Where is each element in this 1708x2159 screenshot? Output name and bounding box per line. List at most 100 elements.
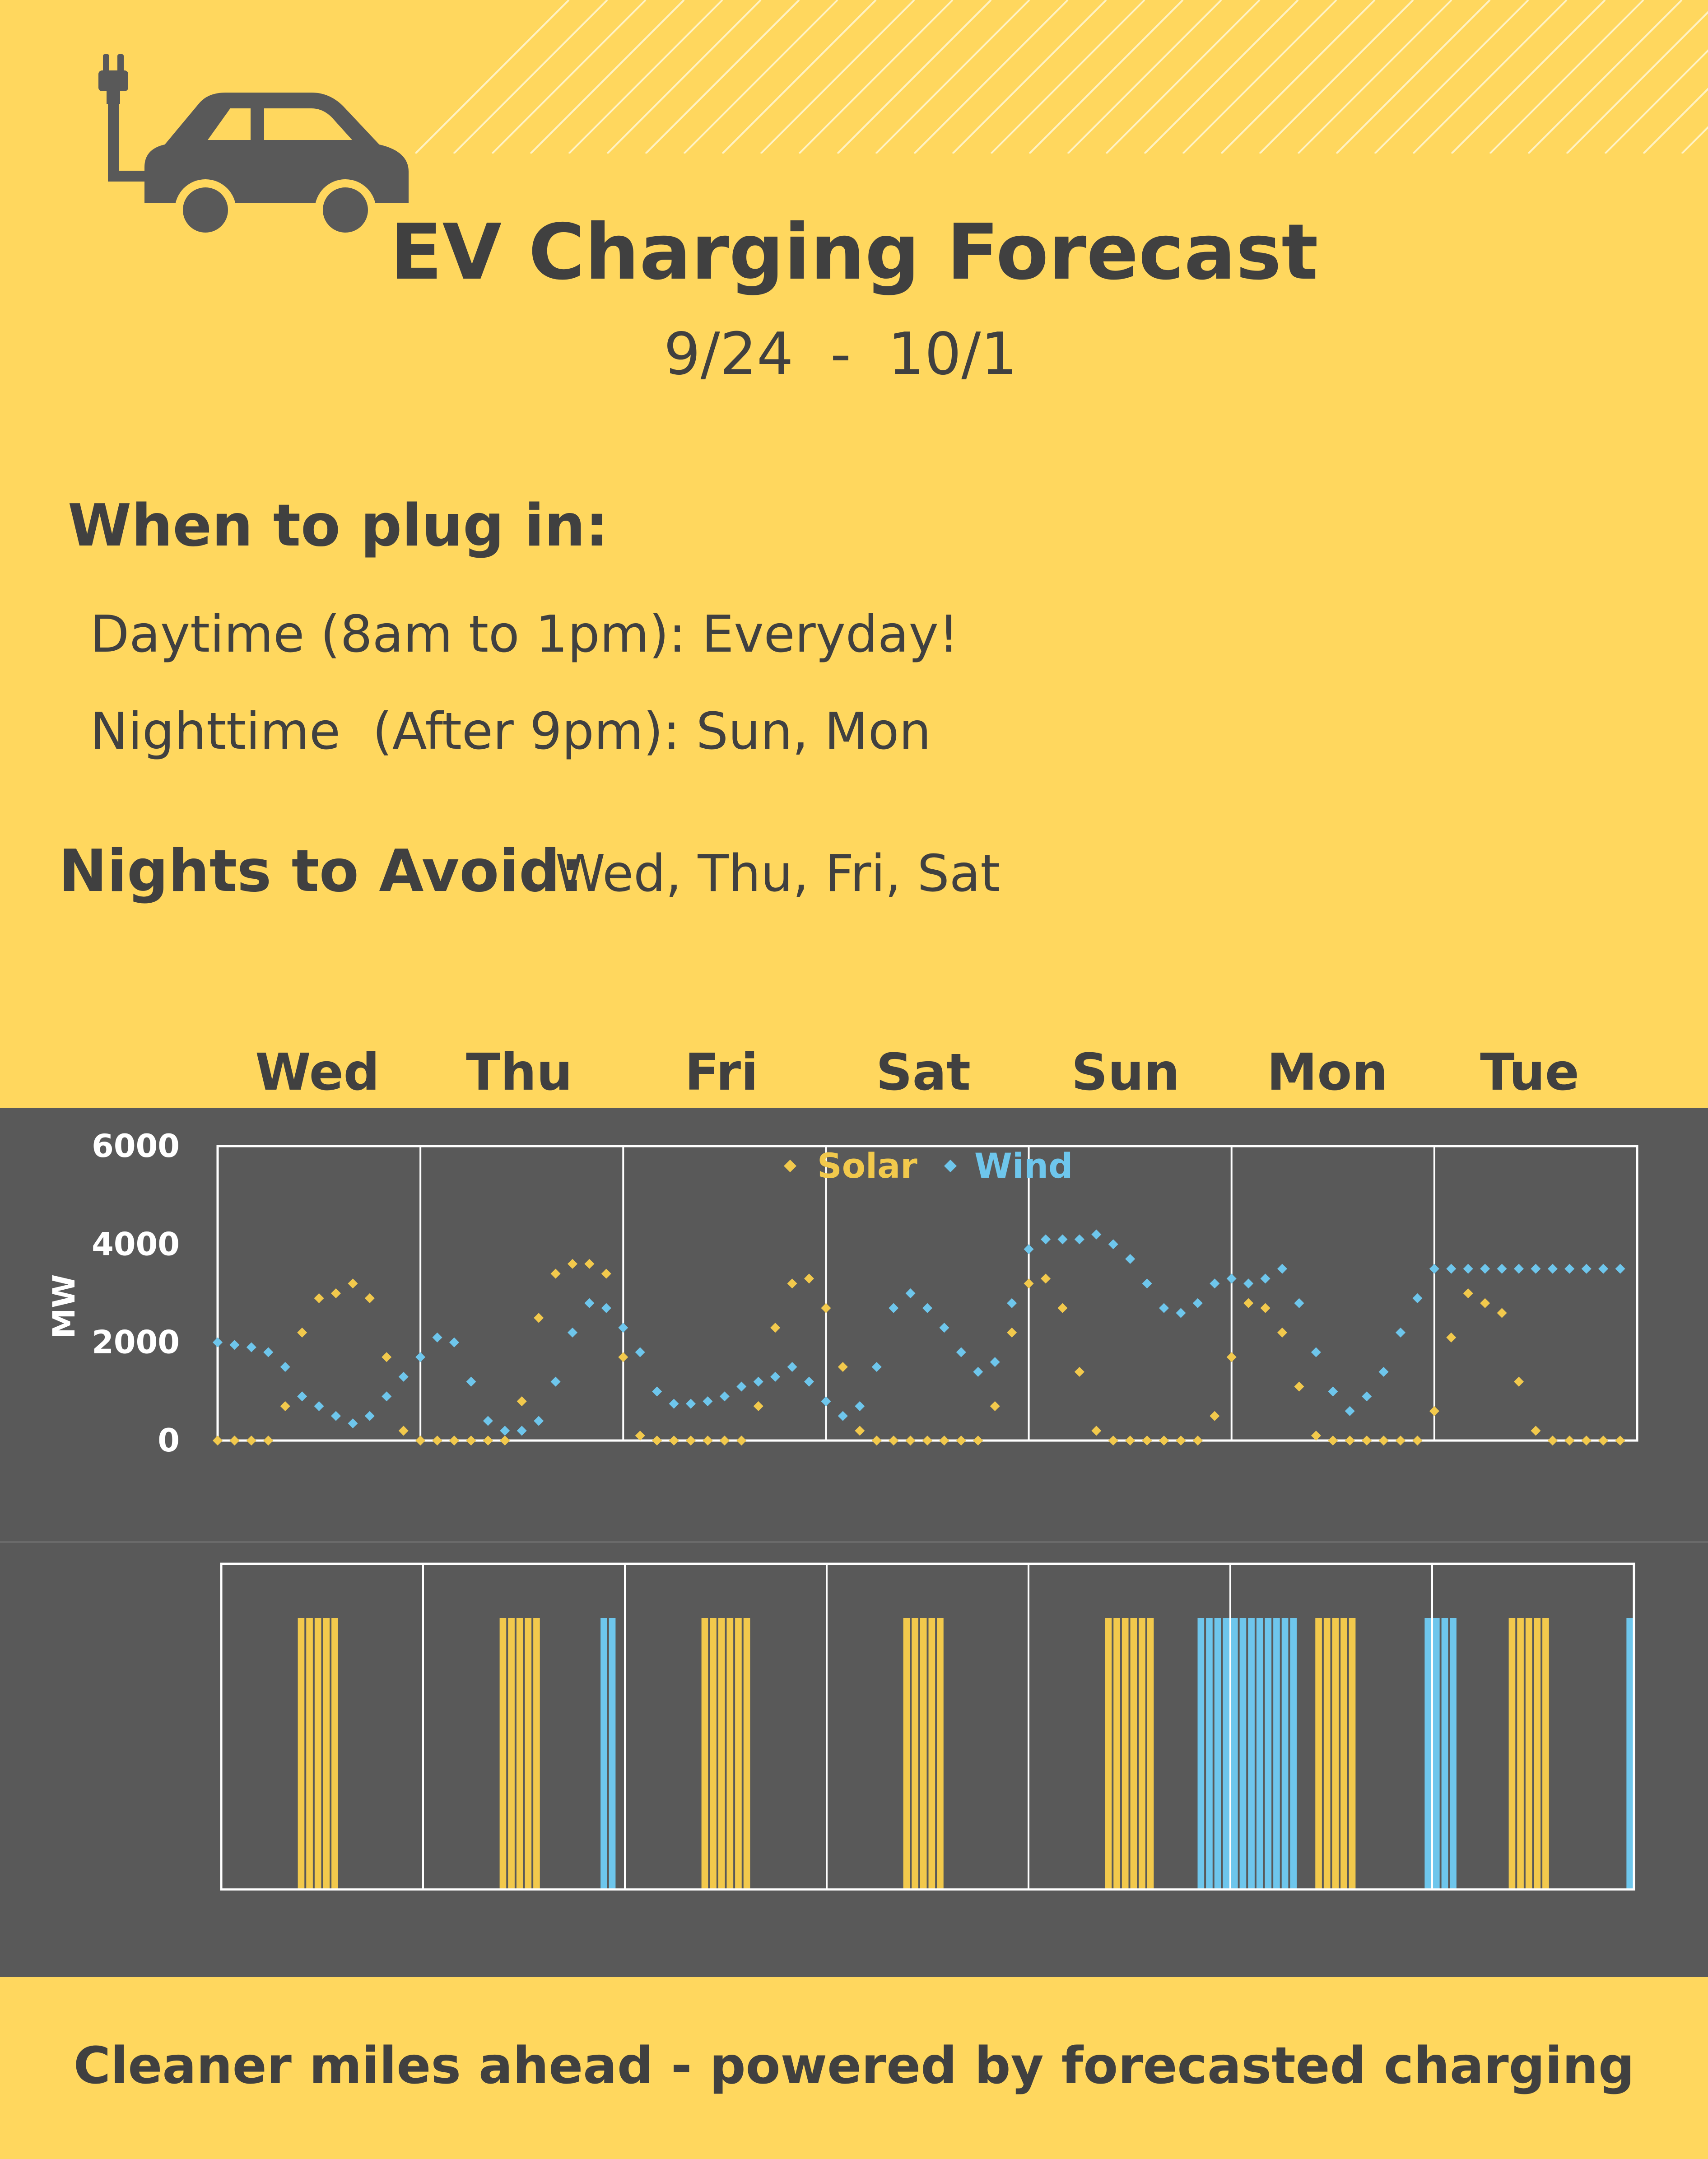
hatch-line	[491, 0, 647, 154]
bar-plot-frame	[220, 1562, 1635, 1891]
solar-point	[1480, 1298, 1490, 1308]
solar-point	[568, 1259, 577, 1269]
solar-point	[1041, 1273, 1051, 1284]
solar-bar	[1130, 1618, 1137, 1889]
solar-bar	[1349, 1618, 1356, 1889]
wind-point	[1446, 1264, 1457, 1274]
day-label-thu: Thu	[466, 1043, 572, 1102]
page-title: EV Charging Forecast	[390, 208, 1318, 297]
solar-point	[635, 1431, 645, 1441]
wind-point	[889, 1303, 899, 1313]
wind-point	[1142, 1278, 1152, 1289]
solar-bar	[1315, 1618, 1322, 1889]
solar-point	[1226, 1352, 1237, 1362]
solar-point	[1091, 1426, 1102, 1436]
hatch-line	[453, 0, 608, 154]
solar-bar	[525, 1618, 532, 1889]
solar-bar	[314, 1618, 321, 1889]
solar-bar	[306, 1618, 313, 1889]
wind-bar	[600, 1618, 607, 1889]
solar-point	[1396, 1436, 1405, 1446]
wind-point	[1210, 1278, 1220, 1289]
solar-point	[280, 1401, 290, 1411]
hatch-line	[606, 0, 762, 154]
wind-bar	[1281, 1618, 1289, 1889]
hatch-line	[1220, 0, 1376, 154]
solar-point	[1142, 1436, 1152, 1446]
y-tick-label: 6000	[92, 1128, 180, 1165]
wind-point	[1125, 1254, 1136, 1264]
wind-bar	[1265, 1618, 1272, 1889]
hatch-line	[721, 0, 877, 154]
hatch-line	[1029, 0, 1184, 154]
date-separator: -	[830, 321, 851, 388]
hatch-line	[1527, 0, 1683, 154]
hatch-line	[760, 0, 915, 154]
wind-bar	[1231, 1618, 1238, 1889]
wind-point	[871, 1362, 882, 1372]
wind-point	[838, 1411, 848, 1421]
solar-point	[1463, 1288, 1473, 1298]
solar-point	[1598, 1436, 1609, 1446]
hatch-line	[1643, 88, 1708, 154]
hatch-line	[913, 0, 1069, 154]
hatch-line	[1144, 0, 1299, 154]
wind-point	[1412, 1293, 1423, 1303]
daytime-recommendation: Daytime (8am to 1pm): Everyday!	[90, 605, 959, 664]
wind-point	[990, 1357, 1000, 1367]
solar-point	[753, 1401, 763, 1411]
y-tick-label: 0	[158, 1422, 180, 1459]
solar-bar	[903, 1618, 910, 1889]
solar-bar	[710, 1618, 717, 1889]
wind-point	[669, 1399, 679, 1409]
wind-point	[382, 1391, 392, 1402]
wind-point	[1378, 1366, 1389, 1377]
wind-point	[1091, 1229, 1102, 1240]
wind-point	[568, 1327, 577, 1338]
wind-point	[770, 1371, 781, 1382]
wind-bar	[1223, 1618, 1229, 1889]
solar-point	[838, 1362, 848, 1372]
solar-point	[1564, 1436, 1575, 1446]
solar-point	[1108, 1436, 1118, 1446]
hatch-line	[1489, 0, 1644, 154]
solar-bar	[499, 1618, 507, 1889]
solar-point	[889, 1436, 899, 1446]
solar-point	[922, 1436, 932, 1446]
wind-bar	[609, 1618, 616, 1889]
wind-point	[1057, 1234, 1068, 1245]
solar-point	[939, 1436, 949, 1446]
wind-bar	[1433, 1618, 1440, 1889]
footer-band	[0, 1977, 1708, 2159]
solar-bar	[1534, 1618, 1541, 1889]
solar-point	[415, 1436, 426, 1446]
solar-point	[973, 1436, 983, 1446]
wind-bar	[1239, 1618, 1247, 1889]
legend-solar-marker	[784, 1160, 796, 1172]
wind-point	[500, 1426, 510, 1436]
solar-point	[314, 1293, 324, 1303]
scatter-grid	[216, 1145, 1638, 1442]
solar-point	[1125, 1436, 1136, 1446]
day-label-sat: Sat	[876, 1043, 971, 1102]
solar-point	[1362, 1436, 1372, 1446]
solar-point	[770, 1323, 781, 1333]
wind-point	[1277, 1264, 1287, 1274]
wind-point	[1192, 1298, 1203, 1308]
hatch-line	[1451, 0, 1606, 154]
solar-bar	[1147, 1618, 1154, 1889]
solar-point	[1074, 1366, 1084, 1377]
wind-bar	[1256, 1618, 1263, 1889]
solar-point	[466, 1436, 476, 1446]
solar-bar	[508, 1618, 515, 1889]
solar-point	[652, 1436, 662, 1446]
hatch-decoration	[415, 0, 1708, 154]
solar-point	[1176, 1436, 1186, 1446]
hatch-line	[415, 0, 570, 154]
solar-bar	[533, 1618, 540, 1889]
solar-bar	[331, 1618, 338, 1889]
wind-point	[652, 1386, 662, 1397]
wind-point	[297, 1391, 307, 1402]
solar-bar	[718, 1618, 725, 1889]
solar-point	[1514, 1376, 1524, 1387]
